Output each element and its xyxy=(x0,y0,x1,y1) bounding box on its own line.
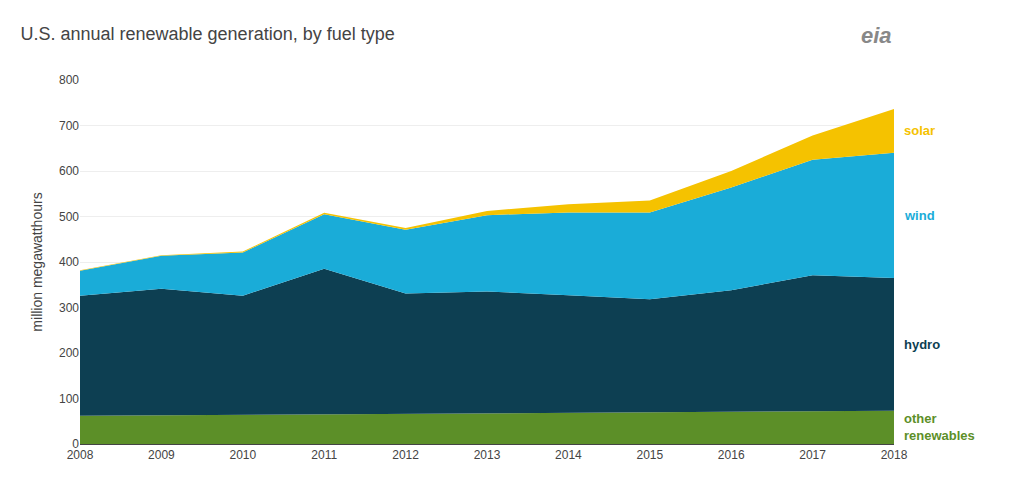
svg-text:700: 700 xyxy=(59,119,79,133)
svg-text:400: 400 xyxy=(59,255,79,269)
svg-text:2011: 2011 xyxy=(311,448,337,462)
svg-text:solar: solar xyxy=(904,123,935,138)
svg-text:200: 200 xyxy=(59,346,79,360)
svg-text:0: 0 xyxy=(72,437,79,451)
svg-text:hydro: hydro xyxy=(904,337,940,352)
svg-text:2008: 2008 xyxy=(67,448,94,462)
svg-text:600: 600 xyxy=(59,164,79,178)
svg-text:eia: eia xyxy=(861,23,892,48)
svg-text:wind: wind xyxy=(904,208,935,223)
svg-text:2016: 2016 xyxy=(718,448,745,462)
svg-text:2017: 2017 xyxy=(799,448,826,462)
svg-text:2013: 2013 xyxy=(474,448,501,462)
svg-text:2015: 2015 xyxy=(636,448,663,462)
svg-text:2018: 2018 xyxy=(881,448,908,462)
svg-text:U.S. annual renewable generati: U.S. annual renewable generation, by fue… xyxy=(20,24,394,44)
svg-text:300: 300 xyxy=(59,301,79,315)
svg-text:otherrenewables: otherrenewables xyxy=(904,411,975,443)
svg-text:2009: 2009 xyxy=(148,448,175,462)
svg-text:2010: 2010 xyxy=(229,448,256,462)
svg-text:million megawatthours: million megawatthours xyxy=(29,192,45,331)
svg-text:2012: 2012 xyxy=(392,448,419,462)
svg-text:800: 800 xyxy=(59,73,79,87)
svg-text:100: 100 xyxy=(59,392,79,406)
svg-text:500: 500 xyxy=(59,210,79,224)
svg-text:2014: 2014 xyxy=(555,448,582,462)
